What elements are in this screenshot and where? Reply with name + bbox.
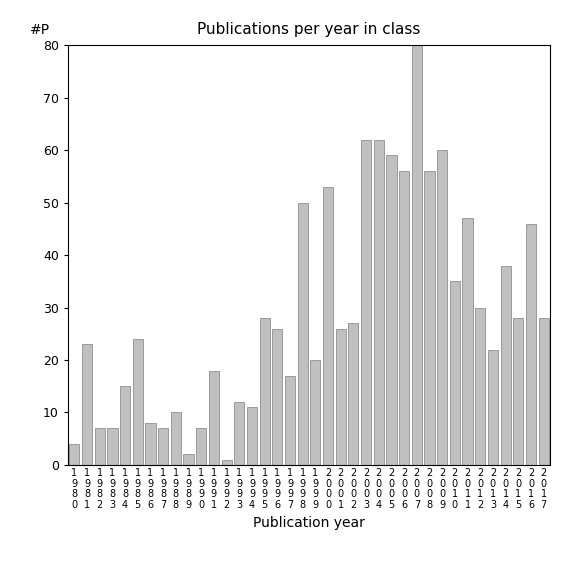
- Bar: [247, 407, 257, 465]
- Bar: [107, 428, 117, 465]
- Bar: [158, 428, 168, 465]
- Bar: [323, 187, 333, 465]
- Bar: [285, 376, 295, 465]
- Bar: [348, 323, 358, 465]
- Bar: [120, 386, 130, 465]
- X-axis label: Publication year: Publication year: [253, 515, 365, 530]
- Bar: [171, 413, 181, 465]
- Bar: [488, 349, 498, 465]
- Bar: [222, 460, 232, 465]
- Bar: [95, 428, 105, 465]
- Bar: [513, 318, 523, 465]
- Bar: [184, 455, 193, 465]
- Text: #P: #P: [29, 23, 49, 37]
- Bar: [425, 171, 434, 465]
- Bar: [69, 444, 79, 465]
- Bar: [361, 140, 371, 465]
- Bar: [298, 203, 308, 465]
- Bar: [196, 428, 206, 465]
- Bar: [209, 371, 219, 465]
- Bar: [437, 150, 447, 465]
- Bar: [272, 329, 282, 465]
- Bar: [374, 140, 384, 465]
- Bar: [310, 360, 320, 465]
- Bar: [399, 171, 409, 465]
- Bar: [412, 45, 422, 465]
- Bar: [336, 329, 346, 465]
- Bar: [145, 423, 155, 465]
- Title: Publications per year in class: Publications per year in class: [197, 22, 421, 37]
- Bar: [526, 223, 536, 465]
- Bar: [260, 318, 270, 465]
- Bar: [386, 155, 396, 465]
- Bar: [539, 318, 549, 465]
- Bar: [463, 218, 473, 465]
- Bar: [450, 281, 460, 465]
- Bar: [133, 339, 143, 465]
- Bar: [82, 344, 92, 465]
- Bar: [501, 265, 511, 465]
- Bar: [234, 402, 244, 465]
- Bar: [475, 307, 485, 465]
